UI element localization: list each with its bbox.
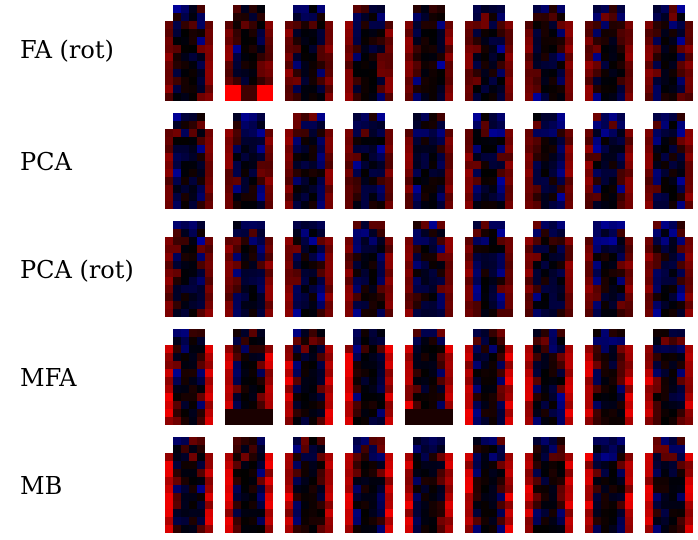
- factor-image: [525, 113, 573, 209]
- factor-image: [645, 329, 693, 425]
- factor-image: [645, 5, 693, 101]
- factor-image: [225, 437, 273, 533]
- factor-image: [285, 329, 333, 425]
- factor-image: [165, 221, 213, 317]
- factor-image: [465, 329, 513, 425]
- factor-image: [345, 437, 393, 533]
- factor-image: [165, 113, 213, 209]
- factor-image: [285, 437, 333, 533]
- factor-image: [465, 437, 513, 533]
- factor-image: [525, 329, 573, 425]
- factor-image: [465, 113, 513, 209]
- factor-image: [645, 113, 693, 209]
- factor-image: [525, 221, 573, 317]
- factor-image: [525, 437, 573, 533]
- row-label-pca-rot: PCA (rot): [20, 256, 134, 284]
- factor-image: [165, 5, 213, 101]
- factor-image: [645, 221, 693, 317]
- factor-image: [225, 5, 273, 101]
- factor-image: [165, 437, 213, 533]
- factor-image: [465, 5, 513, 101]
- factor-image: [225, 329, 273, 425]
- factor-image: [405, 329, 453, 425]
- factor-image: [585, 437, 633, 533]
- row-label-fa-rot: FA (rot): [20, 36, 114, 64]
- row-label-mb: MB: [20, 472, 63, 500]
- factor-image: [345, 329, 393, 425]
- factor-image: [285, 5, 333, 101]
- row-label-pca: PCA: [20, 148, 72, 176]
- factor-image: [405, 113, 453, 209]
- factor-image: [405, 221, 453, 317]
- factor-image: [225, 113, 273, 209]
- factor-image: [405, 5, 453, 101]
- factor-image: [165, 329, 213, 425]
- factor-image: [345, 113, 393, 209]
- factor-image: [285, 221, 333, 317]
- factor-image: [345, 5, 393, 101]
- factor-image: [465, 221, 513, 317]
- factor-image: [225, 221, 273, 317]
- row-label-mfa: MFA: [20, 364, 77, 392]
- factor-image: [405, 437, 453, 533]
- factor-image: [345, 221, 393, 317]
- factor-image: [585, 329, 633, 425]
- factor-image: [585, 221, 633, 317]
- factor-image: [585, 5, 633, 101]
- factor-image: [525, 5, 573, 101]
- factor-image: [285, 113, 333, 209]
- factor-image: [585, 113, 633, 209]
- factor-image: [645, 437, 693, 533]
